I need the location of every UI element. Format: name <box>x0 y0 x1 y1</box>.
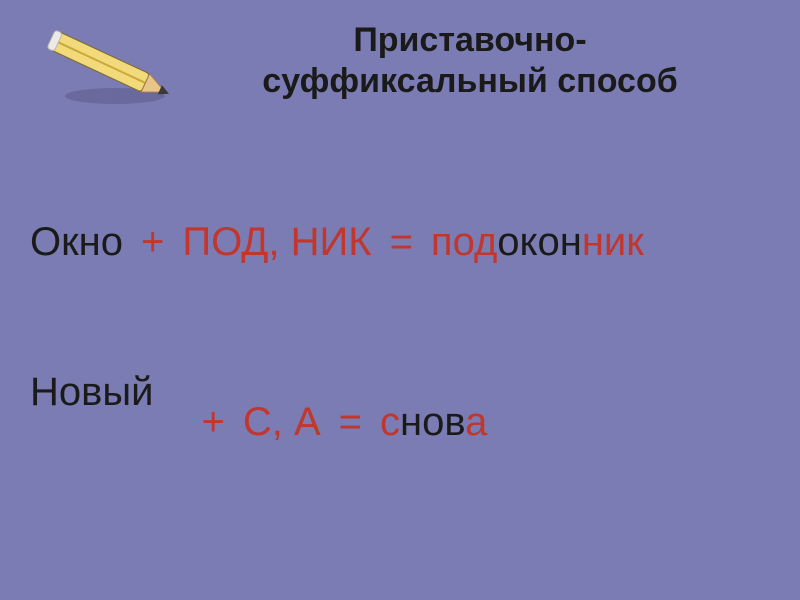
title-line-2: суффиксальный способ <box>180 61 760 102</box>
base-word-1: Окно <box>30 220 123 265</box>
affixes-2: С, А <box>243 400 321 445</box>
slide: Приставочно- суффиксальный способ Окно +… <box>0 0 800 600</box>
result-word-2: снова <box>380 400 487 445</box>
result-word-1: подоконник <box>431 220 644 265</box>
plus-sign-2: + <box>201 400 224 445</box>
example-row-1: Окно + ПОД, НИК = подоконник <box>30 220 770 265</box>
result-prefix-2: с <box>380 400 400 444</box>
example-row-2: Новый + С, А = снова <box>30 370 770 445</box>
pencil-stripe <box>55 41 146 83</box>
result-root-2: нов <box>400 400 465 444</box>
result-prefix-1: под <box>431 220 497 264</box>
slide-title: Приставочно- суффиксальный способ <box>180 20 760 102</box>
title-line-1: Приставочно- <box>180 20 760 61</box>
affixes-1: ПОД, НИК <box>182 220 371 265</box>
result-root-1: окон <box>497 220 582 264</box>
equals-sign-1: = <box>390 220 413 265</box>
result-suffix-1: ник <box>582 220 644 264</box>
equals-sign-2: = <box>339 400 362 445</box>
result-suffix-2: а <box>465 400 487 444</box>
plus-sign-1: + <box>141 220 164 265</box>
pencil-icon <box>30 18 180 108</box>
base-word-2: Новый <box>30 370 153 415</box>
